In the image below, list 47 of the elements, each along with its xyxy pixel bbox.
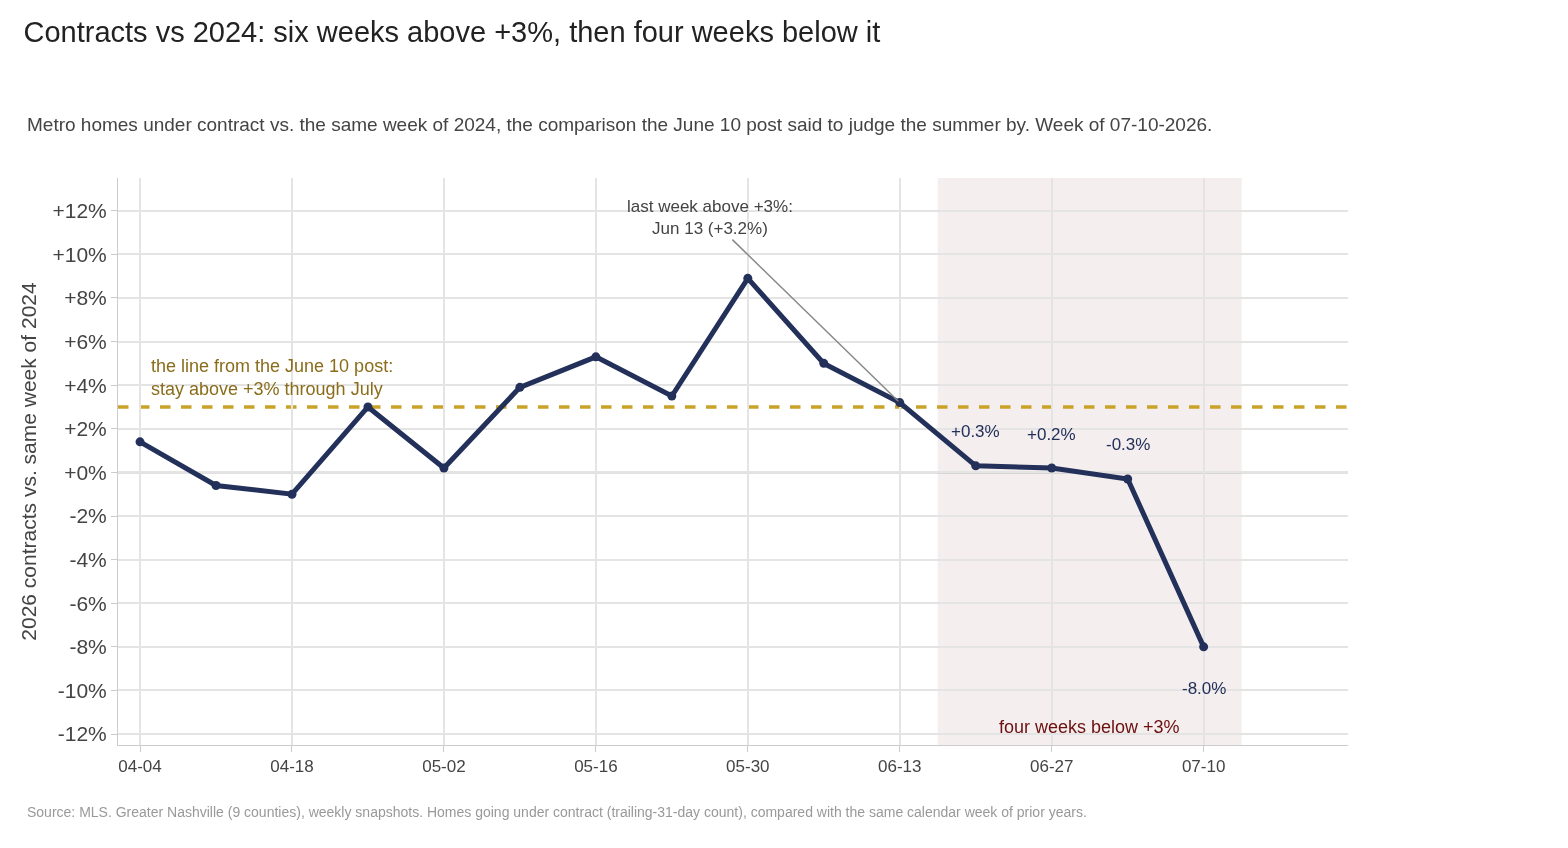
x-tick-label: 05-16: [574, 757, 618, 777]
point: [1123, 474, 1133, 484]
chart-title: Contracts vs 2024: six weeks above +3%, then four weeks below it: [23, 15, 881, 48]
data-label: -8.0%: [1182, 679, 1227, 698]
point: [287, 489, 297, 499]
y-tick-label: +6%: [64, 329, 107, 353]
y-tick-label: -12%: [57, 722, 107, 746]
point: [515, 382, 525, 392]
x-tick-label: 07-10: [1181, 757, 1226, 777]
point: [1047, 463, 1057, 473]
point: [667, 391, 677, 401]
y-tick-label: +0%: [64, 460, 107, 484]
y-tick-label: +4%: [64, 373, 107, 397]
point: [1199, 642, 1209, 652]
x-tick-label: 06-13: [878, 757, 922, 777]
y-tick-label: -8%: [69, 635, 107, 659]
y-axis-title: 2026 contracts vs. same week of 2024: [16, 282, 40, 641]
data-label: +0.2%: [1027, 425, 1076, 444]
y-tick-label: +12%: [52, 199, 107, 223]
x-tick-label: 05-02: [422, 757, 466, 777]
y-tick-label: +8%: [64, 286, 107, 310]
annotation: last week above +3%: Jun 13 (+3.2%): [627, 197, 793, 239]
data-label: +0.3%: [951, 422, 1000, 441]
source-note: Source: MLS. Greater Nashville (9 counties), weekly snapshots. Homes going under contract (trailing-31-day count), compared with the same calendar week of prior years.: [27, 804, 1087, 820]
point: [363, 402, 373, 412]
x-tick-label: 04-04: [118, 757, 162, 777]
ref-line-label: the line from the June 10 post: stay above +3% through July: [151, 356, 394, 400]
point: [895, 398, 905, 408]
y-tick-label: -2%: [69, 504, 107, 528]
y-tick-label: -6%: [69, 591, 107, 615]
x-tick-label: 05-30: [726, 757, 770, 777]
x-tick-label: 06-27: [1029, 757, 1074, 777]
chart-subtitle: Metro homes under contract vs. the same week of 2024, the comparison the June 10 post said to judge the summer by. Week of 07-10-2026.: [27, 114, 1213, 135]
point: [591, 352, 601, 362]
y-tick-label: +2%: [64, 417, 107, 441]
y-tick-label: +10%: [52, 242, 107, 266]
point: [971, 461, 981, 471]
point: [743, 273, 753, 283]
x-tick-label: 04-18: [270, 757, 314, 777]
data-label: -0.3%: [1106, 435, 1151, 454]
y-tick-label: -4%: [69, 547, 107, 571]
y-tick-label: -10%: [57, 678, 107, 702]
point: [211, 480, 221, 490]
point: [135, 437, 145, 447]
point: [439, 463, 449, 473]
band-label: four weeks below +3%: [999, 717, 1180, 737]
point: [819, 358, 829, 368]
